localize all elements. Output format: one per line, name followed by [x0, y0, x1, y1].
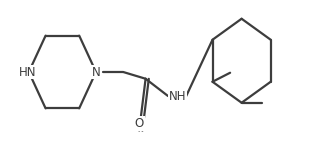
- Text: NH: NH: [169, 90, 186, 102]
- Text: N: N: [92, 66, 100, 78]
- Text: HN: HN: [19, 66, 36, 78]
- Text: O: O: [135, 117, 144, 130]
